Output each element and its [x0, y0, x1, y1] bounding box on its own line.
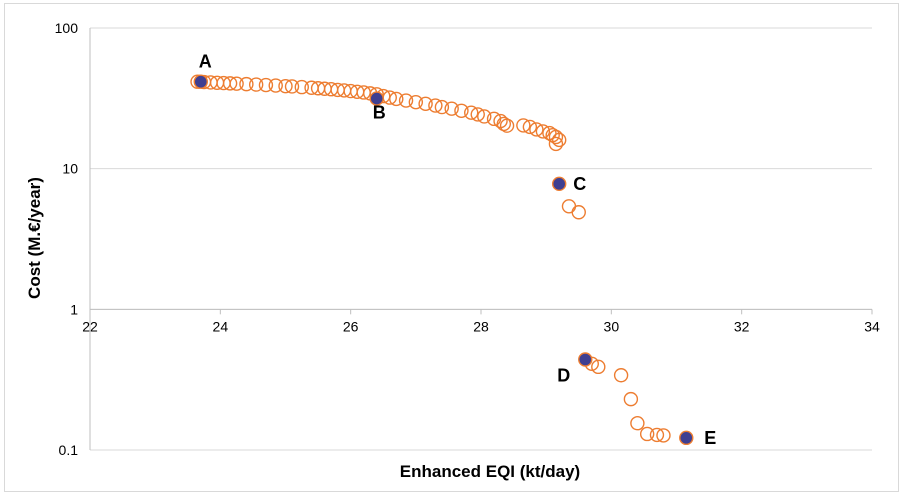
data-point [656, 428, 671, 443]
data-point [389, 91, 404, 107]
point-labels-layer: A B C D E [199, 52, 717, 448]
data-point [571, 205, 586, 220]
data-point [561, 199, 577, 214]
x-axis-title: Enhanced EQI (kt/day) [400, 462, 580, 481]
data-point [268, 78, 283, 93]
data-point [428, 98, 443, 113]
point-label-b: B [373, 103, 386, 123]
y-tick-label: 100 [55, 20, 79, 36]
data-point [613, 368, 629, 383]
data-point [248, 77, 264, 92]
data-point [535, 124, 551, 139]
data-point [516, 118, 531, 133]
x-tick-label: 34 [864, 318, 880, 334]
data-point [294, 79, 309, 95]
data-point [239, 76, 254, 92]
x-tick-label: 30 [604, 318, 620, 334]
data-point [278, 78, 293, 94]
highlight-point-e [679, 430, 694, 446]
point-label-a: A [199, 52, 212, 72]
axis-layer: 100 10 1 0.1 22 24 26 28 30 32 34 [55, 20, 880, 458]
highlight-point-c [552, 176, 567, 192]
data-point [408, 94, 424, 110]
data-point [434, 99, 450, 115]
x-tick-label: 32 [734, 318, 750, 334]
data-point [464, 105, 479, 120]
x-tick-label: 24 [213, 318, 229, 334]
data-point [454, 103, 469, 118]
data-point [522, 119, 538, 135]
data-point [229, 76, 244, 91]
x-tick-label: 22 [82, 318, 98, 334]
points-layer [190, 74, 694, 446]
data-point [496, 116, 512, 132]
data-point [630, 416, 645, 431]
data-point [649, 427, 665, 443]
data-point [444, 101, 459, 116]
x-tick-label: 26 [343, 318, 359, 334]
chart-frame [4, 3, 899, 492]
y-tick-label: 10 [62, 161, 78, 177]
data-point [284, 79, 300, 94]
data-point [591, 359, 606, 375]
highlight-point-a [193, 74, 208, 89]
data-point [639, 426, 655, 442]
data-point [258, 77, 274, 93]
y-axis-title: Cost (M.€/year) [25, 177, 44, 299]
data-point [477, 109, 492, 124]
point-label-c: C [573, 174, 586, 194]
point-label-e: E [704, 428, 716, 448]
data-point [470, 107, 485, 122]
data-point [418, 96, 433, 112]
data-point [499, 118, 515, 133]
x-tick-label: 28 [473, 318, 489, 334]
grid-layer [90, 27, 872, 451]
highlight-point-d [578, 352, 593, 367]
y-tick-label: 0.1 [59, 442, 79, 458]
data-point [623, 391, 639, 407]
point-label-d: D [557, 365, 570, 385]
data-point [398, 93, 414, 108]
data-point [548, 129, 564, 145]
data-point [548, 136, 564, 152]
data-point [552, 132, 567, 148]
data-point [529, 122, 544, 137]
data-point [222, 76, 238, 91]
y-tick-label: 1 [70, 301, 78, 317]
highlight-point-b [369, 91, 384, 106]
